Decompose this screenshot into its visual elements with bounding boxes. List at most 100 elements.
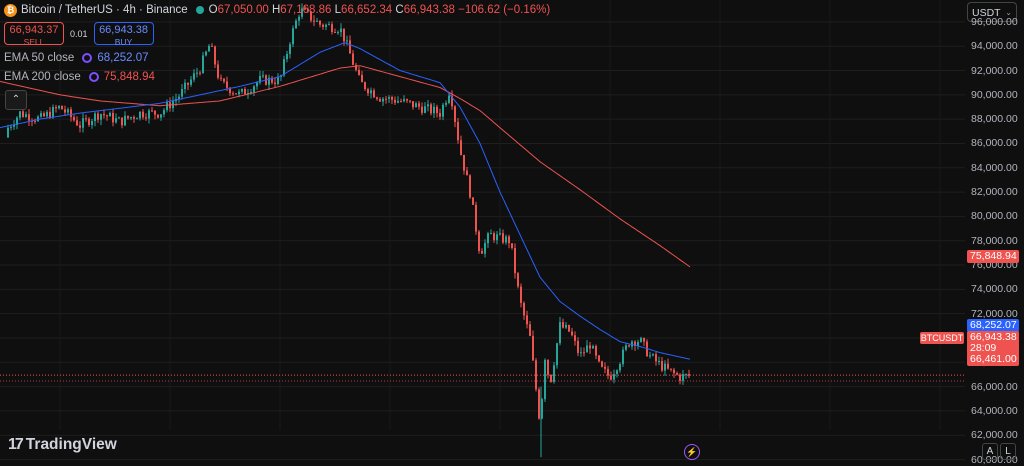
candle-body xyxy=(592,346,594,349)
candle-body xyxy=(634,341,636,346)
candle-body xyxy=(325,24,327,27)
candle-body xyxy=(505,236,507,243)
candle-body xyxy=(286,53,288,60)
price-tick-label: 78,000.00 xyxy=(971,234,1018,247)
candle-body xyxy=(85,118,87,120)
candle-body xyxy=(385,98,387,100)
price-tick-label: 74,000.00 xyxy=(971,283,1018,296)
candle-body xyxy=(544,359,546,400)
candle-body xyxy=(469,175,471,198)
candle-body xyxy=(19,111,21,118)
price-tick-label: 62,000.00 xyxy=(971,429,1018,442)
candle-body xyxy=(640,337,642,342)
candle-body xyxy=(55,107,57,109)
currency-select[interactable]: USDT ⌄ xyxy=(967,2,1017,22)
candle-body xyxy=(394,99,396,103)
candle-body xyxy=(445,102,447,105)
candle-body xyxy=(406,99,408,101)
candle-body xyxy=(364,82,366,90)
log-scale-button[interactable]: L xyxy=(1000,443,1016,460)
candle-body xyxy=(526,315,528,325)
candle-body xyxy=(190,79,192,85)
candle-body xyxy=(331,24,333,32)
candle-body xyxy=(274,82,276,84)
candle-body xyxy=(610,375,612,380)
buy-button[interactable]: 66,943.38 BUY xyxy=(93,22,154,47)
candle-body xyxy=(67,109,69,113)
candle-body xyxy=(436,106,438,114)
candle-body xyxy=(34,120,36,122)
candle-body xyxy=(157,114,159,118)
candle-body xyxy=(46,111,48,117)
candle-body xyxy=(208,45,210,52)
ema50-line xyxy=(0,42,691,360)
candle-body xyxy=(550,374,552,382)
candle-body xyxy=(106,115,108,117)
candle-body xyxy=(352,53,354,65)
candle-body xyxy=(241,88,243,92)
candle-body xyxy=(376,97,378,99)
price-tick-label: 72,000.00 xyxy=(971,307,1018,320)
candle-body xyxy=(127,115,129,119)
candle-body xyxy=(253,86,255,92)
spread-value: 0.01 xyxy=(70,28,88,39)
candle-body xyxy=(400,100,402,102)
candle-body xyxy=(409,100,411,102)
candle-body xyxy=(367,89,369,94)
candle-body xyxy=(193,73,195,80)
auto-scale-button[interactable]: A xyxy=(982,443,998,460)
candle-body xyxy=(649,355,651,357)
candle-body xyxy=(79,125,81,128)
candle-body xyxy=(595,346,597,356)
candle-body xyxy=(403,99,405,102)
tradingview-logo[interactable]: 17 TradingView xyxy=(8,436,117,453)
candle-body xyxy=(103,114,105,116)
trade-panel: 66,943.37 SELL 0.01 66,943.38 BUY xyxy=(4,22,154,47)
candle-body xyxy=(349,40,351,54)
candle-body xyxy=(424,106,426,113)
candle-body xyxy=(478,231,480,251)
candle-body xyxy=(334,31,336,33)
candle-body xyxy=(481,250,483,254)
candle-body xyxy=(397,100,399,103)
ema200-price-tag: 75,848.94 xyxy=(967,250,1019,263)
candle-body xyxy=(118,117,120,119)
candle-body xyxy=(142,111,144,118)
ema50-legend[interactable]: EMA 50 close 68,252.07 xyxy=(4,52,149,64)
sell-button[interactable]: 66,943.37 SELL xyxy=(4,22,64,47)
candle-body xyxy=(583,352,585,354)
chart-legend: ₿ Bitcoin / TetherUS · 4h · Binance O67,… xyxy=(4,2,550,18)
ema50-price-tag: 68,252.07 xyxy=(967,319,1019,332)
candle-body xyxy=(292,28,294,45)
candle-body xyxy=(373,90,375,98)
candle-body xyxy=(361,74,363,83)
candle-body xyxy=(52,107,54,118)
candle-body xyxy=(22,111,24,117)
candle-body xyxy=(532,335,534,361)
ema200-legend[interactable]: EMA 200 close 75,848.94 xyxy=(4,71,155,83)
lightning-icon[interactable]: ⚡ xyxy=(684,444,700,460)
candle-body xyxy=(205,51,207,56)
candle-body xyxy=(316,20,318,22)
candle-body xyxy=(619,364,621,371)
bitcoin-logo-icon: ₿ xyxy=(4,3,17,17)
chart-grid xyxy=(0,0,965,461)
candle-body xyxy=(652,354,654,356)
candle-body xyxy=(163,110,165,115)
candle-body xyxy=(421,106,423,113)
collapse-legend-button[interactable]: ⌃ xyxy=(5,90,27,110)
candle-body xyxy=(439,113,441,117)
candle-body xyxy=(184,82,186,90)
candle-body xyxy=(25,114,27,117)
candle-body xyxy=(136,118,138,120)
price-tick-label: 80,000.00 xyxy=(971,210,1018,223)
candle-body xyxy=(355,64,357,70)
candle-body xyxy=(670,368,672,370)
candle-body xyxy=(370,90,372,94)
candle-body xyxy=(598,355,600,362)
symbol-title[interactable]: Bitcoin / TetherUS · 4h · Binance xyxy=(21,4,188,16)
candle-body xyxy=(412,101,414,108)
candle-body xyxy=(64,109,66,113)
candle-body xyxy=(97,113,99,120)
